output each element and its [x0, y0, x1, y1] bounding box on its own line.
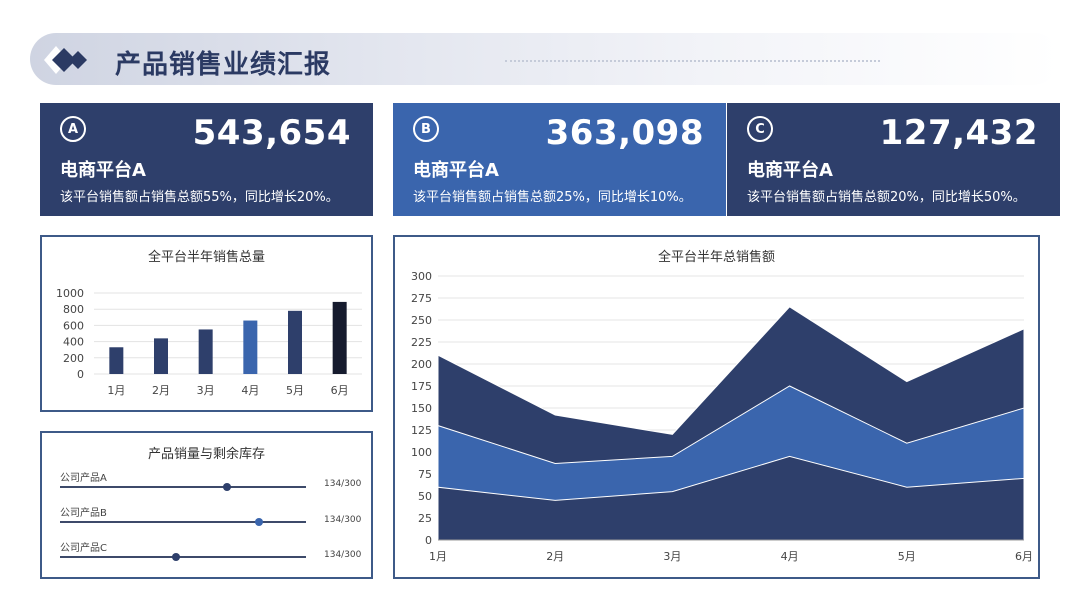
bar-y-tick: 200 [63, 352, 84, 365]
card-name: 电商平台A [60, 160, 146, 181]
inventory-value-c: 134/300 [324, 550, 362, 560]
card-description: 该平台销售额占销售总额25%，同比增长10%。 [413, 190, 692, 205]
header-band [30, 33, 1060, 85]
bar [198, 329, 213, 374]
bar [154, 338, 168, 374]
kpi-card-b: B 363,098 电商平台A 该平台销售额占销售总额25%，同比增长10%。 [393, 103, 726, 216]
area-y-tick: 300 [411, 270, 432, 283]
bar-x-tick: 5月 [286, 384, 304, 397]
bar [332, 301, 347, 374]
bar [243, 320, 258, 374]
diamond-logo-icon [44, 46, 87, 74]
bar-x-tick: 6月 [331, 384, 349, 397]
area-x-tick: 5月 [898, 550, 916, 563]
inventory-value-a: 134/300 [324, 479, 362, 489]
slider-knob[interactable] [255, 518, 264, 526]
area-x-tick: 2月 [546, 550, 564, 563]
area-y-tick: 225 [411, 336, 432, 349]
slider-knob[interactable] [171, 553, 180, 561]
area-x-tick: 3月 [663, 550, 681, 563]
area-y-tick: 75 [418, 468, 432, 481]
area-y-tick: 200 [411, 358, 432, 371]
kpi-card-a: A 543,654 电商平台A 该平台销售额占销售总额55%，同比增长20%。 [40, 103, 373, 216]
card-description: 该平台销售额占销售总额20%，同比增长50%。 [747, 190, 1026, 205]
bar-y-tick: 800 [63, 303, 84, 316]
area-y-tick: 150 [411, 402, 432, 415]
bar-y-tick: 1000 [56, 287, 84, 300]
area-x-tick: 1月 [429, 550, 447, 563]
area-x-tick: 6月 [1015, 550, 1033, 563]
area-y-tick: 250 [411, 314, 432, 327]
card-value: 363,098 [545, 113, 704, 153]
page-title: 产品销售业绩汇报 [115, 50, 332, 80]
area-y-tick: 0 [425, 534, 432, 547]
area-y-tick: 25 [418, 512, 432, 525]
bar-x-tick: 4月 [241, 384, 259, 397]
area-y-tick: 125 [411, 424, 432, 437]
kpi-card-c: C 127,432 电商平台A 该平台销售额占销售总额20%，同比增长50%。 [727, 103, 1060, 216]
inventory-slider-b[interactable] [60, 518, 306, 526]
bar-x-tick: 1月 [107, 384, 125, 397]
area-y-tick: 175 [411, 380, 432, 393]
inventory-slider-c[interactable] [60, 553, 306, 561]
card-name: 电商平台A [413, 160, 499, 181]
card-badge: C [747, 116, 773, 142]
bar-chart-title: 全平台半年销售总量 [147, 250, 265, 265]
bar-y-tick: 0 [77, 368, 84, 381]
card-value: 543,654 [192, 113, 351, 153]
inventory-title: 产品销量与剩余库存 [147, 447, 265, 462]
bar-chart: 0 200 400 600 800 1000 1月 2月 3月 4月 5月 6月 [56, 287, 362, 397]
inventory-label-a: 公司产品A [60, 473, 107, 484]
area-chart: 0 25 50 75 100 125 150 175 200 225 250 275 300 1月 2月 3月… [411, 270, 1033, 563]
card-badge: B [413, 116, 439, 142]
bar-y-tick: 600 [63, 319, 84, 332]
bar-x-tick: 3月 [197, 384, 215, 397]
area-y-tick: 50 [418, 490, 432, 503]
card-name: 电商平台A [747, 160, 833, 181]
inventory-label-b: 公司产品B [60, 508, 107, 519]
bar-y-tick: 400 [63, 336, 84, 349]
inventory-label-c: 公司产品C [60, 543, 107, 554]
area-y-tick: 100 [411, 446, 432, 459]
area-x-tick: 4月 [781, 550, 799, 563]
inventory-slider-a[interactable] [60, 483, 306, 491]
header-divider [505, 60, 880, 62]
area-chart-panel: 全平台半年总销售额 0 25 50 75 100 125 150 175 200 225 250 27… [393, 235, 1040, 579]
bar [109, 347, 124, 374]
inventory-panel: 产品销量与剩余库存 公司产品A 134/300 公司产品B 134/300 公司… [40, 431, 373, 579]
card-badge: A [60, 116, 86, 142]
card-description: 该平台销售额占销售总额55%，同比增长20%。 [60, 190, 339, 205]
bar [288, 310, 302, 374]
inventory-value-b: 134/300 [324, 515, 362, 525]
card-value: 127,432 [879, 113, 1038, 153]
area-series [437, 455, 1025, 541]
area-y-tick: 275 [411, 292, 432, 305]
slider-knob[interactable] [223, 483, 232, 491]
bar-x-tick: 2月 [152, 384, 170, 397]
area-chart-title: 全平台半年总销售额 [657, 250, 775, 265]
bar-chart-panel: 全平台半年销售总量 0 200 400 600 800 1000 1月 2月 3月 4月 5月 6月 [40, 235, 373, 412]
